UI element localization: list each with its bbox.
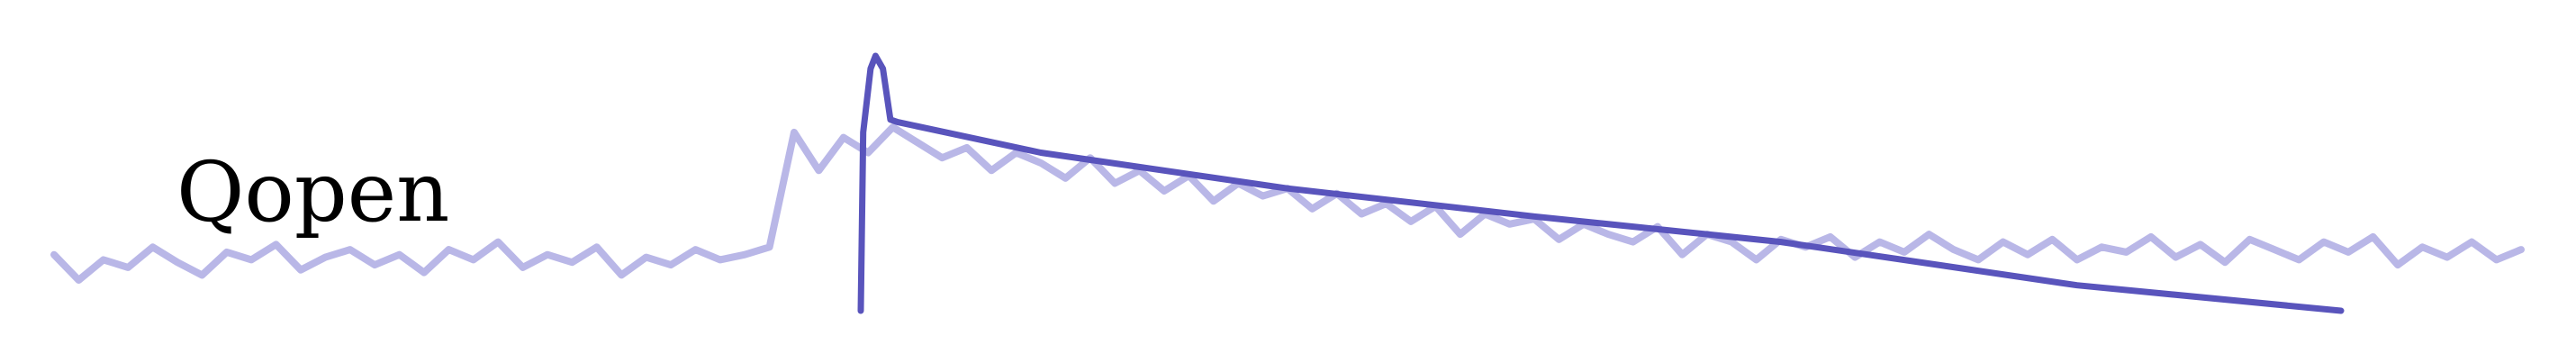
fit-line: [857, 52, 2345, 314]
qopen-annotation: Qopen: [176, 144, 450, 240]
fit-series: [857, 52, 2345, 314]
